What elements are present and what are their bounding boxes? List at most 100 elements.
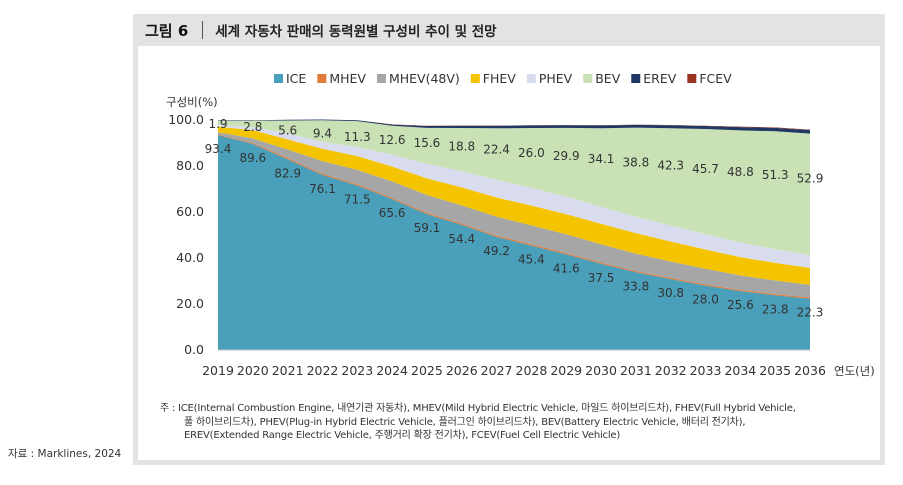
area-phev — [218, 125, 810, 268]
x-tick-label: 2033 — [690, 363, 722, 378]
y-tick-label: 40.0 — [176, 250, 204, 265]
y-tick-label: 100.0 — [168, 112, 204, 127]
legend-label-phev: PHEV — [539, 71, 573, 86]
ice-data-label: 59.1 — [414, 221, 441, 235]
ice-data-label: 89.6 — [239, 151, 266, 165]
bev-data-label: 29.9 — [553, 149, 580, 163]
bev-data-label: 5.6 — [278, 123, 297, 137]
ice-data-label: 30.8 — [657, 286, 684, 300]
figure-title: 세계 자동차 판매의 동력원별 구성비 추이 및 전망 — [215, 24, 497, 40]
bev-data-label: 51.3 — [762, 168, 789, 182]
ice-data-label: 22.3 — [797, 306, 824, 320]
legend-swatch-mhev — [317, 74, 327, 83]
ice-data-label: 45.4 — [518, 253, 545, 267]
header-divider — [202, 21, 204, 39]
y-axis-title: 구성비(%) — [166, 95, 218, 109]
legend-label-fcev: FCEV — [699, 71, 732, 86]
bev-data-label: 34.1 — [588, 152, 615, 166]
source-credit: 자료 : Marklines, 2024 — [8, 448, 122, 460]
note-line-1: ICE(Internal Combustion Engine, 내연기관 자동차… — [178, 403, 796, 414]
y-axis: 0.0 20.0 40.0 60.0 80.0 100.0 — [168, 112, 204, 357]
bev-data-label: 42.3 — [657, 159, 684, 173]
legend-swatch-phev — [526, 74, 536, 83]
legend-label-fhev: FHEV — [483, 71, 516, 86]
x-tick-label: 2032 — [655, 363, 687, 378]
legend-label-mhev: MHEV — [329, 71, 366, 86]
bev-data-label: 26.0 — [518, 146, 545, 160]
ice-data-label: 76.1 — [309, 182, 336, 196]
area-erev — [218, 119, 810, 134]
area-ice — [218, 135, 810, 350]
ice-data-label: 23.8 — [762, 302, 789, 316]
legend-label-erev: EREV — [643, 71, 676, 86]
legend-swatch-ice — [274, 74, 283, 83]
chart-note: 주 : ICE(Internal Combustion Engine, 내연기관 … — [160, 402, 860, 443]
area-fhev — [218, 126, 810, 285]
legend-swatch-fhev — [470, 74, 480, 83]
y-tick-label: 20.0 — [176, 296, 204, 311]
bev-data-label: 52.9 — [797, 171, 824, 185]
x-tick-label: 2029 — [550, 363, 582, 378]
stacked-area-chart: ICE MHEV MHEV(48V) FHEV PHEV BEV EREV FCEV 구성비(… — [166, 71, 875, 378]
legend-label-ice: ICE — [286, 71, 306, 86]
ice-data-label: 93.4 — [205, 142, 232, 156]
note-line-3: EREV(Extended Range Electric Vehicle, 주행… — [184, 430, 621, 441]
legend-swatch-mhev48 — [376, 74, 386, 83]
x-tick-label: 2023 — [341, 363, 373, 378]
bev-data-label: 15.6 — [414, 136, 441, 150]
x-tick-label: 2035 — [759, 363, 791, 378]
ice-data-label: 82.9 — [274, 166, 301, 180]
note-prefix: 주 : — [160, 403, 176, 414]
bev-data-label: 9.4 — [313, 127, 332, 141]
legend-label-bev: BEV — [595, 71, 620, 86]
x-tick-label: 2022 — [307, 363, 339, 378]
area-series-group — [218, 119, 810, 350]
ice-data-label: 65.6 — [379, 206, 406, 220]
ice-data-label: 33.8 — [623, 279, 650, 293]
area-mhev48 — [218, 132, 810, 298]
x-tick-label: 2028 — [516, 363, 548, 378]
bev-data-label: 2.8 — [243, 120, 262, 134]
area-bev — [218, 120, 810, 256]
chart-legend: ICE MHEV MHEV(48V) FHEV PHEV BEV EREV FCEV — [274, 71, 732, 86]
x-axis-title: 연도(년) — [834, 364, 875, 378]
bev-data-label: 12.6 — [379, 133, 406, 147]
legend-swatch-fcev — [687, 74, 697, 83]
x-tick-label: 2024 — [376, 363, 408, 378]
x-tick-label: 2034 — [724, 363, 756, 378]
x-tick-label: 2026 — [446, 363, 478, 378]
x-tick-label: 2019 — [202, 363, 234, 378]
x-tick-label: 2036 — [794, 363, 826, 378]
y-tick-label: 0.0 — [184, 342, 204, 357]
bev-data-label: 22.4 — [483, 143, 510, 157]
legend-swatch-erev — [631, 74, 641, 83]
bev-data-label: 45.7 — [692, 162, 719, 176]
x-tick-label: 2021 — [272, 363, 304, 378]
ice-data-label: 41.6 — [553, 261, 580, 275]
note-line-2: 풀 하이브리드차), PHEV(Plug-in Hybrid Electric … — [184, 416, 746, 428]
bev-data-label: 1.9 — [208, 117, 227, 131]
x-tick-label: 2020 — [237, 363, 269, 378]
data-labels: 93.4 89.6 82.9 76.1 71.5 65.6 59.1 54.4 49.2 45.4… — [205, 117, 824, 320]
x-tick-label: 2031 — [620, 363, 652, 378]
legend-label-mhev48: MHEV(48V) — [389, 71, 460, 86]
ice-data-label: 25.6 — [727, 298, 754, 312]
x-tick-label: 2027 — [481, 363, 513, 378]
bev-data-label: 11.3 — [344, 130, 371, 144]
ice-data-label: 28.0 — [692, 293, 719, 307]
bev-data-label: 18.8 — [448, 139, 475, 153]
x-axis: 2019 2020 2021 2022 2023 2024 2025 2026 2027 2028… — [202, 349, 826, 378]
legend-swatch-bev — [583, 74, 593, 83]
bev-data-label: 48.8 — [727, 165, 754, 179]
ice-data-label: 49.2 — [483, 244, 510, 258]
ice-data-label: 71.5 — [344, 193, 371, 207]
bev-data-label: 38.8 — [623, 155, 650, 169]
x-tick-label: 2030 — [585, 363, 617, 378]
ice-data-label: 54.4 — [448, 232, 475, 246]
x-tick-label: 2025 — [411, 363, 443, 378]
y-tick-label: 60.0 — [176, 204, 204, 219]
figure-label: 그림 6 — [145, 21, 189, 40]
ice-data-label: 37.5 — [588, 271, 615, 285]
y-tick-label: 80.0 — [176, 158, 204, 173]
figure-header: 그림 6 세계 자동차 판매의 동력원별 구성비 추이 및 전망 — [133, 14, 885, 46]
